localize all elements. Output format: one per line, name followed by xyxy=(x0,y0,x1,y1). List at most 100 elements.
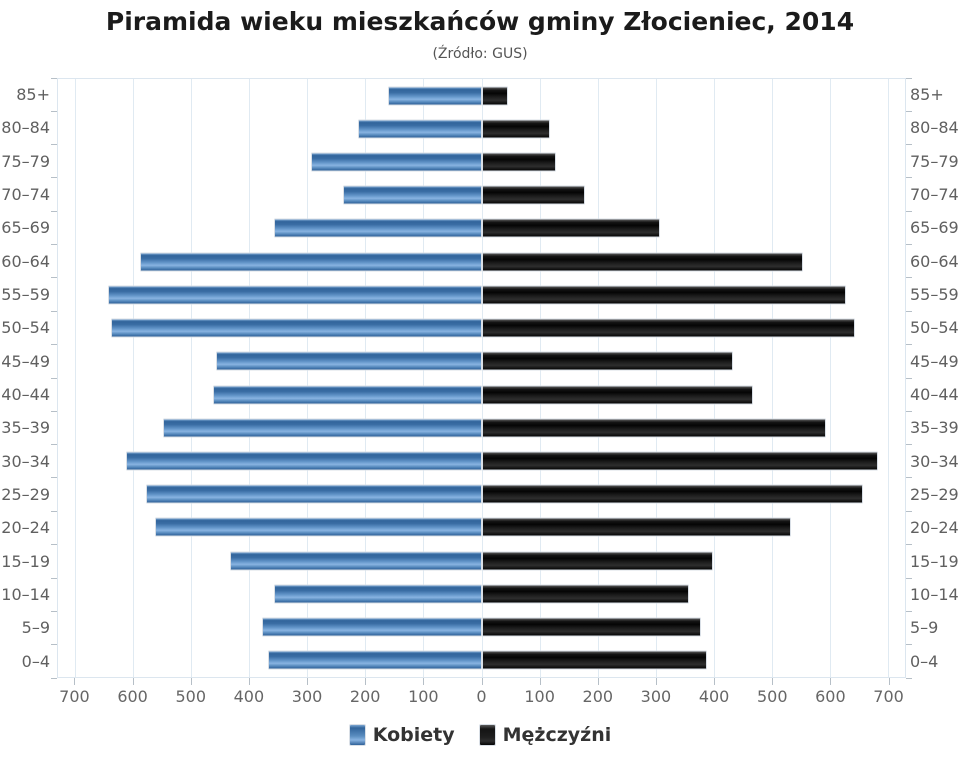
bar-kobiety-25-29[interactable] xyxy=(145,484,482,504)
y-axis-label-left-25-29: 25–29 xyxy=(1,485,50,505)
bar-kobiety-80-84[interactable] xyxy=(357,119,482,139)
y-axis-label-left-85+: 85+ xyxy=(16,85,50,105)
bar-mezczyzni-5-9[interactable] xyxy=(481,617,702,637)
bar-kobiety-30-34[interactable] xyxy=(125,451,482,471)
y-axis-label-left-5-9: 5–9 xyxy=(21,618,50,638)
bar-mezczyzni-85+[interactable] xyxy=(481,86,508,106)
bar-kobiety-35-39[interactable] xyxy=(163,418,482,438)
y-axis-label-left-40-44: 40–44 xyxy=(1,385,50,405)
x-axis: 700 600 500 400 300 200 100 0 100 200 300 400 500 600… xyxy=(57,678,906,710)
x-tick-label--700: 700 xyxy=(59,687,90,706)
pyramid-row-5-9 xyxy=(58,611,905,644)
bar-mezczyzni-25-29[interactable] xyxy=(481,484,864,504)
chart-subtitle: (Źródło: GUS) xyxy=(432,46,528,62)
y-tick xyxy=(51,610,57,612)
bar-kobiety-20-24[interactable] xyxy=(154,517,482,537)
bar-kobiety-70-74[interactable] xyxy=(343,185,482,205)
bar-mezczyzni-35-39[interactable] xyxy=(481,418,826,438)
y-tick xyxy=(906,177,912,179)
pyramid-row-85+ xyxy=(58,79,905,112)
bar-kobiety-15-19[interactable] xyxy=(230,551,482,571)
bar-kobiety-55-59[interactable] xyxy=(108,285,482,305)
bar-kobiety-60-64[interactable] xyxy=(140,252,482,272)
bar-kobiety-5-9[interactable] xyxy=(261,617,482,637)
x-tick-400 xyxy=(714,678,716,685)
pyramid-row-50-54 xyxy=(58,312,905,345)
x-tick-500 xyxy=(772,678,774,685)
x-tick--300 xyxy=(307,678,309,685)
bar-mezczyzni-70-74[interactable] xyxy=(481,185,586,205)
pyramid-row-30-34 xyxy=(58,444,905,477)
legend-swatch-kobiety-icon xyxy=(348,724,366,746)
bar-kobiety-85+[interactable] xyxy=(387,86,482,106)
bar-mezczyzni-50-54[interactable] xyxy=(481,318,855,338)
y-axis-label-right-55-59: 55–59 xyxy=(910,285,959,305)
pyramid-row-65-69 xyxy=(58,212,905,245)
y-tick xyxy=(51,510,57,512)
y-axis-right-ticks xyxy=(906,77,912,679)
bar-mezczyzni-80-84[interactable] xyxy=(481,119,551,139)
x-tick--200 xyxy=(365,678,367,685)
y-tick xyxy=(51,310,57,312)
pyramid-row-25-29 xyxy=(58,478,905,511)
gridline-200 xyxy=(597,79,599,677)
legend: Kobiety Mężczyźni xyxy=(0,724,960,746)
x-tick-label-300: 300 xyxy=(640,687,672,706)
bar-mezczyzni-20-24[interactable] xyxy=(481,517,791,537)
x-tick-label-100: 100 xyxy=(524,687,555,706)
gridline--400 xyxy=(249,79,251,677)
pyramid-row-55-59 xyxy=(58,278,905,311)
y-axis-label-left-10-14: 10–14 xyxy=(1,585,50,605)
bar-mezczyzni-40-44[interactable] xyxy=(481,385,754,405)
bar-mezczyzni-65-69[interactable] xyxy=(481,218,661,238)
bar-kobiety-10-14[interactable] xyxy=(273,584,482,604)
gridline--100 xyxy=(423,79,425,677)
bar-mezczyzni-0-4[interactable] xyxy=(481,650,707,670)
y-axis-label-right-0-4: 0–4 xyxy=(910,651,939,671)
bar-mezczyzni-10-14[interactable] xyxy=(481,584,690,604)
bar-kobiety-65-69[interactable] xyxy=(273,218,482,238)
y-tick xyxy=(906,277,912,279)
bar-kobiety-40-44[interactable] xyxy=(212,385,482,405)
pyramid-row-60-64 xyxy=(58,245,905,278)
bar-kobiety-45-49[interactable] xyxy=(215,351,482,371)
bar-mezczyzni-75-79[interactable] xyxy=(481,152,557,172)
y-tick xyxy=(51,444,57,446)
y-axis-label-left-35-39: 35–39 xyxy=(1,418,50,438)
y-tick xyxy=(51,177,57,179)
x-tick-label-400: 400 xyxy=(698,687,730,706)
x-tick-0 xyxy=(481,678,483,685)
x-tick--100 xyxy=(423,678,425,685)
y-tick xyxy=(906,577,912,579)
y-tick xyxy=(51,544,57,546)
bar-mezczyzni-55-59[interactable] xyxy=(481,285,847,305)
y-tick xyxy=(51,477,57,479)
y-tick xyxy=(906,677,912,679)
bar-kobiety-75-79[interactable] xyxy=(311,152,482,172)
x-tick-label-700: 700 xyxy=(873,687,904,706)
y-tick xyxy=(51,644,57,646)
y-axis-left: 85+ 80–84 75–79 70–74 65–69 60–64 55–59 50–54 45… xyxy=(0,78,50,678)
gridline-600 xyxy=(829,79,831,677)
bar-mezczyzni-60-64[interactable] xyxy=(481,252,803,272)
y-axis-right: 85+ 80–84 75–79 70–74 65–69 60–64 55–59 50–54 45… xyxy=(910,78,960,678)
y-tick xyxy=(51,410,57,412)
bar-kobiety-50-54[interactable] xyxy=(111,318,482,338)
gridline--200 xyxy=(365,79,367,677)
y-axis-label-right-65-69: 65–69 xyxy=(910,218,959,238)
y-tick xyxy=(51,110,57,112)
gridline-100 xyxy=(539,79,541,677)
bar-mezczyzni-15-19[interactable] xyxy=(481,551,713,571)
legend-item-kobiety[interactable]: Kobiety xyxy=(348,724,455,746)
bar-mezczyzni-45-49[interactable] xyxy=(481,351,733,371)
x-tick--400 xyxy=(248,678,250,685)
bar-kobiety-0-4[interactable] xyxy=(267,650,482,670)
y-axis-label-left-65-69: 65–69 xyxy=(1,218,50,238)
y-axis-label-left-50-54: 50–54 xyxy=(1,318,50,338)
bar-mezczyzni-30-34[interactable] xyxy=(481,451,878,471)
y-axis-label-right-40-44: 40–44 xyxy=(910,385,959,405)
pyramid-row-70-74 xyxy=(58,179,905,212)
legend-item-mezczyzni[interactable]: Mężczyźni xyxy=(478,724,611,746)
legend-label-kobiety: Kobiety xyxy=(372,724,455,746)
